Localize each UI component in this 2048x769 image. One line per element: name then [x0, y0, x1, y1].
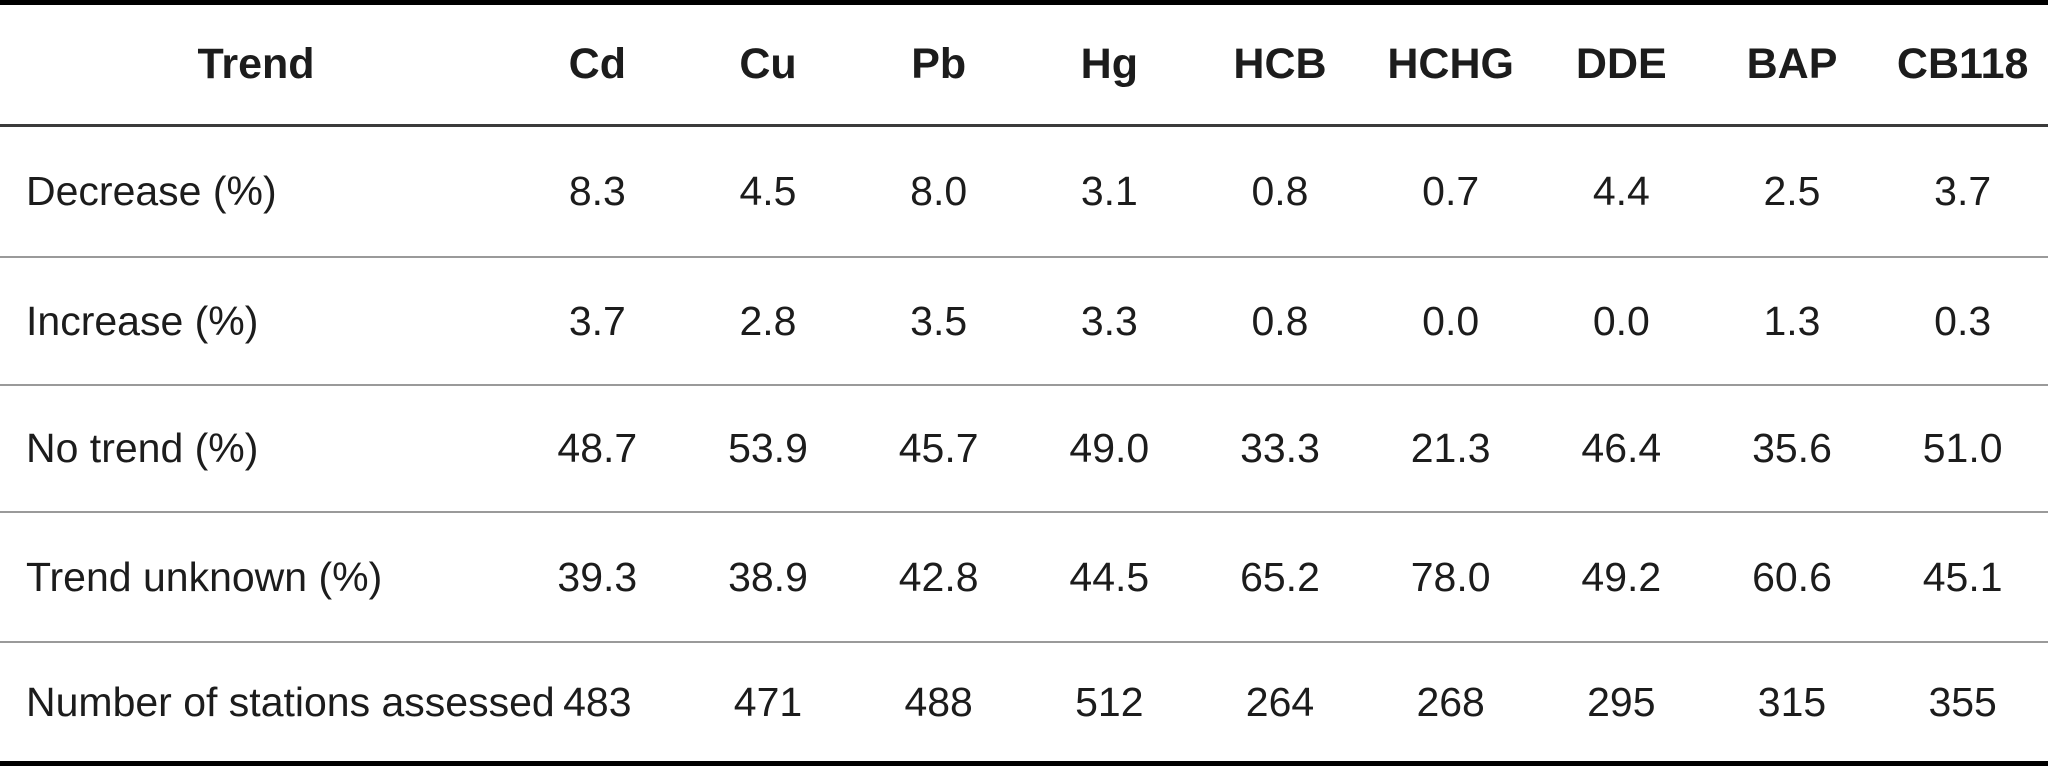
- cell: 0.8: [1251, 168, 1309, 214]
- cell: 4.5: [739, 168, 797, 214]
- cell: 488: [904, 678, 973, 725]
- cell: 0.7: [1422, 168, 1480, 214]
- row-label: Trend unknown (%): [26, 553, 383, 600]
- row-label: Number of stations assessed: [26, 678, 555, 725]
- row-label: Decrease (%): [26, 168, 277, 214]
- cell: 0.8: [1251, 297, 1309, 344]
- cell: 8.3: [568, 168, 626, 214]
- cell: 78.0: [1410, 553, 1491, 600]
- cell: 8.0: [910, 168, 968, 214]
- cell: 48.7: [557, 425, 638, 471]
- column-header-hg: Hg: [1080, 40, 1138, 88]
- cell: 21.3: [1410, 425, 1491, 471]
- cell: 268: [1416, 678, 1485, 725]
- table-row-increase: Increase (%) 3.7 2.8 3.5 3.3 0.8 0.0 0.0…: [0, 258, 2048, 386]
- cell: 264: [1245, 678, 1315, 725]
- cell: 315: [1757, 678, 1827, 725]
- cell: 471: [733, 678, 803, 725]
- cell: 3.1: [1080, 168, 1138, 214]
- cell: 3.7: [1934, 168, 1992, 214]
- cell: 33.3: [1240, 425, 1320, 471]
- cell: 44.5: [1069, 553, 1150, 600]
- cell: 355: [1928, 678, 1997, 725]
- column-header-bap: BAP: [1746, 40, 1838, 88]
- cell: 65.2: [1240, 553, 1320, 600]
- cell: 3.3: [1080, 297, 1138, 344]
- column-header-cd: Cd: [568, 40, 626, 88]
- row-label: Increase (%): [26, 297, 259, 344]
- cell: 2.8: [739, 297, 797, 344]
- column-header-trend: Trend: [197, 40, 315, 88]
- cell: 3.5: [910, 297, 968, 344]
- table-row-stations-assessed: Number of stations assessed 483 471 488 …: [0, 643, 2048, 761]
- cell: 4.4: [1592, 168, 1650, 214]
- cell: 46.4: [1581, 425, 1662, 471]
- table-row-trend-unknown: Trend unknown (%) 39.3 38.9 42.8 44.5 65…: [0, 513, 2048, 643]
- column-header-pb: Pb: [911, 40, 967, 88]
- table-header-row: Trend Cd Cu Pb Hg HCB HCHG DDE BAP CB118: [0, 5, 2048, 127]
- cell: 53.9: [728, 425, 808, 471]
- cell: 45.7: [898, 425, 979, 471]
- column-header-cu: Cu: [739, 40, 797, 88]
- cell: 49.0: [1069, 425, 1150, 471]
- row-label: No trend (%): [26, 425, 259, 471]
- cell: 2.5: [1763, 168, 1821, 214]
- column-header-cb118: CB118: [1896, 40, 2029, 88]
- cell: 295: [1587, 678, 1656, 725]
- table-row-no-trend: No trend (%) 48.7 53.9 45.7 49.0 33.3 21…: [0, 386, 2048, 513]
- column-header-dde: DDE: [1575, 40, 1667, 88]
- cell: 0.0: [1422, 297, 1480, 344]
- cell: 49.2: [1581, 553, 1662, 600]
- table-row-decrease: Decrease (%) 8.3 4.5 8.0 3.1 0.8 0.7 4.4…: [0, 127, 2048, 258]
- cell: 1.3: [1763, 297, 1821, 344]
- cell: 35.6: [1752, 425, 1832, 471]
- column-header-hcb: HCB: [1233, 40, 1327, 88]
- cell: 0.0: [1592, 297, 1650, 344]
- cell: 39.3: [557, 553, 638, 600]
- cell: 60.6: [1752, 553, 1832, 600]
- cell: 483: [563, 678, 632, 725]
- cell: 512: [1075, 678, 1144, 725]
- cell: 51.0: [1922, 425, 2003, 471]
- column-header-hchg: HCHG: [1387, 40, 1514, 88]
- cell: 38.9: [728, 553, 808, 600]
- cell: 42.8: [898, 553, 979, 600]
- cell: 3.7: [568, 297, 626, 344]
- cell: 45.1: [1922, 553, 2003, 600]
- cell: 0.3: [1934, 297, 1992, 344]
